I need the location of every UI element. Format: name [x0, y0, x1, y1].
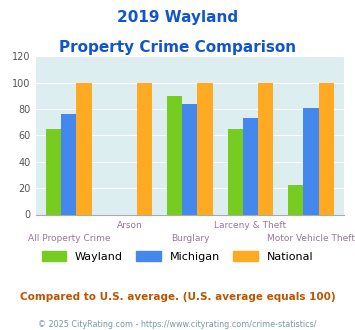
Text: 2019 Wayland: 2019 Wayland — [117, 10, 238, 25]
Bar — [197, 82, 213, 214]
Bar — [319, 82, 334, 214]
Bar — [288, 185, 304, 214]
Legend: Wayland, Michigan, National: Wayland, Michigan, National — [38, 248, 317, 265]
Bar — [167, 96, 182, 214]
Text: Motor Vehicle Theft: Motor Vehicle Theft — [267, 234, 355, 243]
Bar — [46, 129, 61, 214]
Bar — [182, 104, 197, 214]
Bar — [137, 82, 152, 214]
Bar — [61, 114, 76, 214]
Text: Larceny & Theft: Larceny & Theft — [214, 221, 286, 230]
Text: © 2025 CityRating.com - https://www.cityrating.com/crime-statistics/: © 2025 CityRating.com - https://www.city… — [38, 320, 317, 329]
Text: Property Crime Comparison: Property Crime Comparison — [59, 40, 296, 54]
Text: All Property Crime: All Property Crime — [28, 234, 110, 243]
Bar — [76, 82, 92, 214]
Text: Burglary: Burglary — [171, 234, 209, 243]
Text: Compared to U.S. average. (U.S. average equals 100): Compared to U.S. average. (U.S. average … — [20, 292, 335, 302]
Bar — [258, 82, 273, 214]
Bar — [304, 108, 319, 214]
Text: Arson: Arson — [116, 221, 142, 230]
Bar — [228, 129, 243, 214]
Bar — [243, 118, 258, 214]
